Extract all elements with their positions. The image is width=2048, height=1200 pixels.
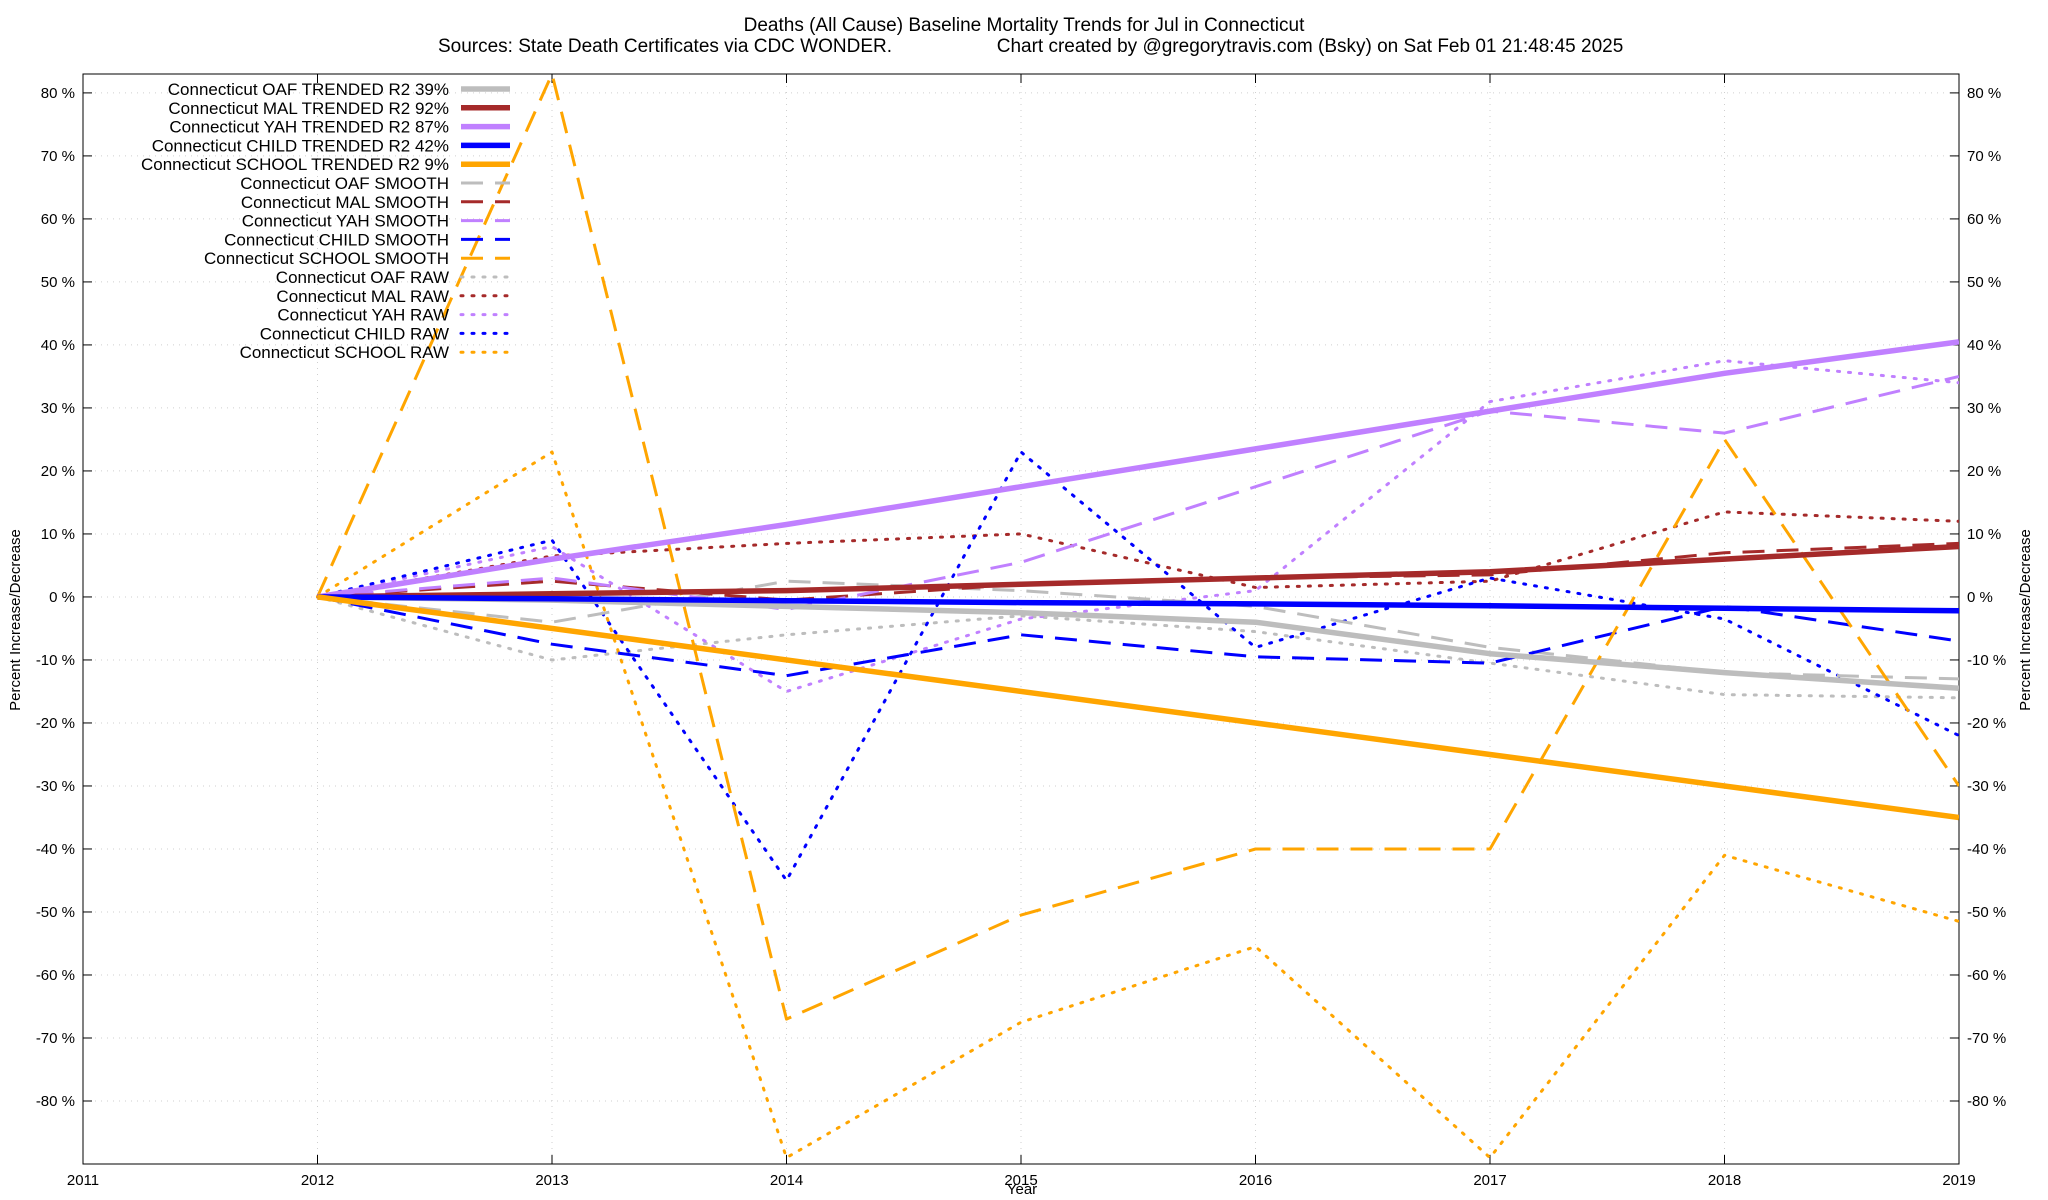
legend-label: Connecticut OAF RAW	[276, 268, 449, 287]
series-line-yah-raw	[316, 359, 1959, 693]
series-line-yah-trended	[317, 339, 1959, 600]
series-line-mal-trended	[317, 543, 1959, 600]
y-tick-label-right: -30 %	[1967, 778, 2006, 795]
legend-label: Connecticut YAH SMOOTH	[242, 212, 449, 231]
legend-label: Connecticut YAH RAW	[277, 306, 449, 325]
y-tick-label-right: 50 %	[1967, 274, 2001, 291]
series-line-yah-smooth	[317, 374, 1959, 611]
y-axis-label-left: Percent Increase/Decrease	[7, 529, 24, 711]
y-tick-label-right: 60 %	[1967, 211, 2001, 228]
legend-label: Connecticut OAF TRENDED R2 39%	[168, 80, 449, 99]
x-tick-label: 2017	[1473, 1172, 1506, 1189]
y-tick-label-right: -70 %	[1967, 1030, 2006, 1047]
y-tick-label-left: 0 %	[49, 589, 75, 606]
y-tick-label-left: -10 %	[36, 652, 75, 669]
x-tick-label: 2019	[1942, 1172, 1975, 1189]
y-tick-label-right: 80 %	[1967, 85, 2001, 102]
series-line-child-raw	[316, 450, 1959, 882]
legend-label: Connecticut CHILD RAW	[260, 324, 449, 343]
y-tick-label-left: 70 %	[41, 148, 75, 165]
series-line-oaf-raw	[316, 595, 1959, 700]
y-tick-label-left: 30 %	[41, 400, 75, 417]
y-tick-label-right: 40 %	[1967, 337, 2001, 354]
y-tick-label-right: -50 %	[1967, 904, 2006, 921]
y-tick-label-right: 20 %	[1967, 463, 2001, 480]
legend-label: Connecticut MAL RAW	[276, 287, 449, 306]
grid	[82, 74, 1960, 1164]
legend-label: Connecticut MAL SMOOTH	[241, 193, 449, 212]
chart-title: Deaths (All Cause) Baseline Mortality Tr…	[744, 15, 1305, 36]
x-tick-label: 2015	[1004, 1172, 1037, 1189]
y-tick-label-left: 40 %	[41, 337, 75, 354]
y-tick-label-left: -40 %	[36, 841, 75, 858]
legend-label: Connecticut SCHOOL RAW	[240, 343, 449, 362]
y-tick-label-right: 70 %	[1967, 148, 2001, 165]
y-tick-label-left: -80 %	[36, 1093, 75, 1110]
series-line-school-trended	[317, 594, 1959, 821]
y-tick-label-left: 10 %	[41, 526, 75, 543]
y-tick-label-left: -60 %	[36, 967, 75, 984]
series-line-child-trended	[317, 594, 1959, 614]
chart-subtitle-right: Chart created by @gregorytravis.com (Bsk…	[997, 36, 1624, 57]
legend-label: Connecticut SCHOOL TRENDED R2 9%	[141, 155, 449, 174]
series-line-school-smooth	[316, 74, 1959, 1021]
y-axis-label-right: Percent Increase/Decrease	[2017, 529, 2034, 711]
y-tick-label-left: 60 %	[41, 211, 75, 228]
x-tick-label: 2012	[301, 1172, 334, 1189]
y-tick-label-right: -80 %	[1967, 1093, 2006, 1110]
legend-label: Connecticut OAF SMOOTH	[240, 174, 449, 193]
x-tick-label: 2016	[1239, 1172, 1272, 1189]
y-tick-label-right: -60 %	[1967, 967, 2006, 984]
y-tick-label-right: 10 %	[1967, 526, 2001, 543]
x-tick-label: 2011	[67, 1172, 99, 1189]
y-tick-label-right: -20 %	[1967, 715, 2006, 732]
legend-label: Connecticut CHILD TRENDED R2 42%	[152, 136, 449, 155]
x-tick-label: 2018	[1708, 1172, 1741, 1189]
y-tick-label-left: -30 %	[36, 778, 75, 795]
y-tick-label-right: -10 %	[1967, 652, 2006, 669]
y-tick-label-left: 20 %	[41, 463, 75, 480]
y-tick-label-left: 50 %	[41, 274, 75, 291]
chart-subtitle-left: Sources: State Death Certificates via CD…	[438, 36, 892, 57]
y-tick-label-right: -40 %	[1967, 841, 2006, 858]
x-tick-label: 2014	[770, 1172, 803, 1189]
y-tick-label-right: 0 %	[1967, 589, 1993, 606]
y-tick-label-left: -20 %	[36, 715, 75, 732]
legend-label: Connecticut YAH TRENDED R2 87%	[169, 118, 449, 137]
x-tick-label: 2013	[535, 1172, 568, 1189]
legend-label: Connecticut SCHOOL SMOOTH	[204, 249, 449, 268]
y-tick-label-left: -70 %	[36, 1030, 75, 1047]
series-line-child-smooth	[317, 595, 1959, 678]
y-tick-label-left: 80 %	[41, 85, 75, 102]
series-lines	[316, 74, 1959, 1160]
legend-label: Connecticut MAL TRENDED R2 92%	[168, 99, 449, 118]
y-tick-label-right: 30 %	[1967, 400, 2001, 417]
legend: Connecticut OAF TRENDED R2 39%Connecticu…	[141, 80, 512, 362]
y-tick-label-left: -50 %	[36, 904, 75, 921]
axis-ticks: 80 % 80 % 70 % 70 % 60 % 60 % 50 % 50 % 40 % 40 %…	[36, 74, 2006, 1189]
legend-label: Connecticut CHILD SMOOTH	[224, 230, 449, 249]
x-axis-label: Year	[1007, 1181, 1037, 1198]
